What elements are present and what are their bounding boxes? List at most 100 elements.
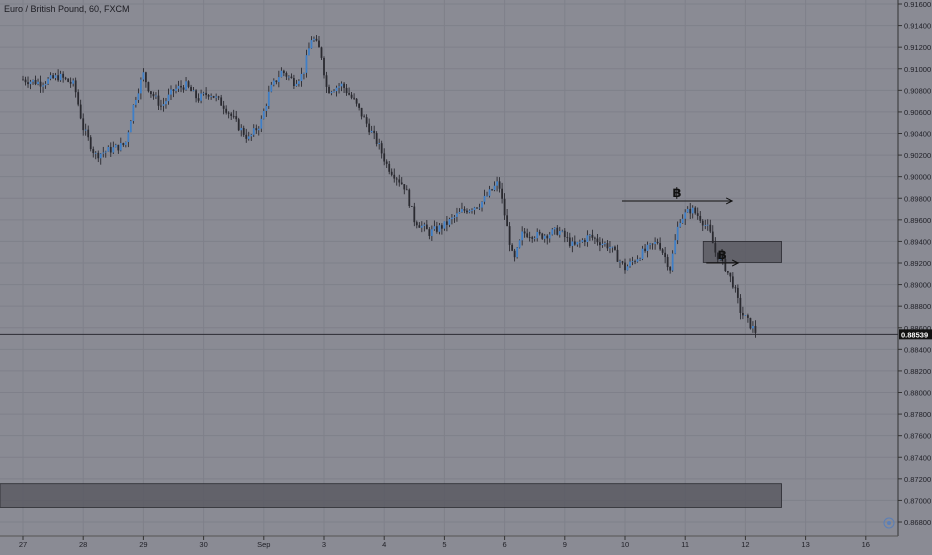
candle-body [192,90,195,92]
candle-body [270,84,273,92]
candle-body [716,252,719,260]
candle-body [413,206,416,223]
candle-body [252,128,255,135]
candle-body [340,83,343,87]
candle-body [37,81,39,85]
candle-body [360,107,363,117]
candle-body [388,163,391,172]
x-tick-label: 29 [139,540,147,549]
candle-body [601,243,604,246]
candle-body [709,224,712,232]
candle-body [157,95,160,106]
y-tick-label: 0.89400 [904,237,931,246]
candle-body [84,129,87,131]
candle-body [641,248,644,259]
candle-body [64,77,67,79]
time-axis: 27 28 29 30 Sep 3 4 5 6 9 10 11 12 13 16 [0,535,898,549]
candle-body [190,86,192,92]
candle-body [629,261,631,267]
candle-body [609,247,611,249]
candle-body [669,267,672,271]
candle-body [731,276,734,288]
candle-body [42,85,44,87]
candle-body [488,189,491,196]
candle-body [408,189,411,207]
candle-body [611,246,614,248]
x-tick-label: 27 [19,540,27,549]
candle-body [503,198,506,216]
candle-body [290,76,293,79]
candle-body [543,235,546,239]
candle-body [230,113,233,116]
candle-body [473,207,476,211]
candle-body [706,224,709,226]
candle-body [177,85,180,89]
candle-body [568,237,571,246]
candle-body [165,101,167,105]
candle-body [536,231,539,239]
candle-body [752,325,754,329]
candle-body [313,38,315,41]
candle-body [523,231,526,234]
candle-body [47,78,49,84]
candle-body [237,119,240,131]
candle-body [704,225,707,226]
candle-body [22,79,24,81]
candle-body [260,118,263,129]
candle-body [129,121,132,133]
candle-body [461,209,463,212]
candle-body [328,86,330,94]
candle-body [320,47,323,58]
candle-body [215,96,218,98]
candle-body [67,78,70,82]
candle-body [694,207,697,214]
candle-body [235,116,238,120]
candle-body [54,75,57,79]
candle-body [676,226,679,241]
candle-body [571,241,574,246]
candle-body [686,208,689,213]
candle-body [92,149,95,154]
candle-body [659,243,662,250]
candle-body [104,151,107,153]
candle-body [511,244,514,251]
y-tick-label: 0.87200 [904,475,931,484]
candle-body [212,96,215,98]
settings-icon[interactable] [883,517,895,529]
candle-body [435,226,438,232]
candle-body [498,181,501,189]
candle-body [232,115,235,117]
x-tick-label: 6 [503,540,507,549]
candle-body [626,266,629,271]
candle-body [456,213,458,217]
candle-body [295,83,298,87]
candle-body [358,103,361,108]
candle-body [52,75,54,79]
candle-body [210,96,213,97]
candle-body [614,246,616,250]
candle-body [378,143,381,144]
y-tick-label: 0.88400 [904,345,931,354]
y-tick-label: 0.88800 [904,302,931,311]
candle-body [348,93,350,95]
candle-body [160,105,162,107]
candle-body [137,93,140,101]
candle-body [383,153,386,162]
candle-body [606,243,609,249]
candle-body [315,38,318,41]
candle-body [491,189,493,191]
candle-body [298,81,300,84]
x-tick-label: 13 [801,540,809,549]
candle-body [691,207,694,214]
ray-arrowhead [731,259,740,267]
candle-body [726,271,729,273]
candle-body [99,153,102,159]
candle-body [175,88,177,91]
y-tick-label: 0.87000 [904,496,931,505]
candle-body [639,258,641,260]
candle-body [242,127,245,135]
candle-body [599,242,601,246]
